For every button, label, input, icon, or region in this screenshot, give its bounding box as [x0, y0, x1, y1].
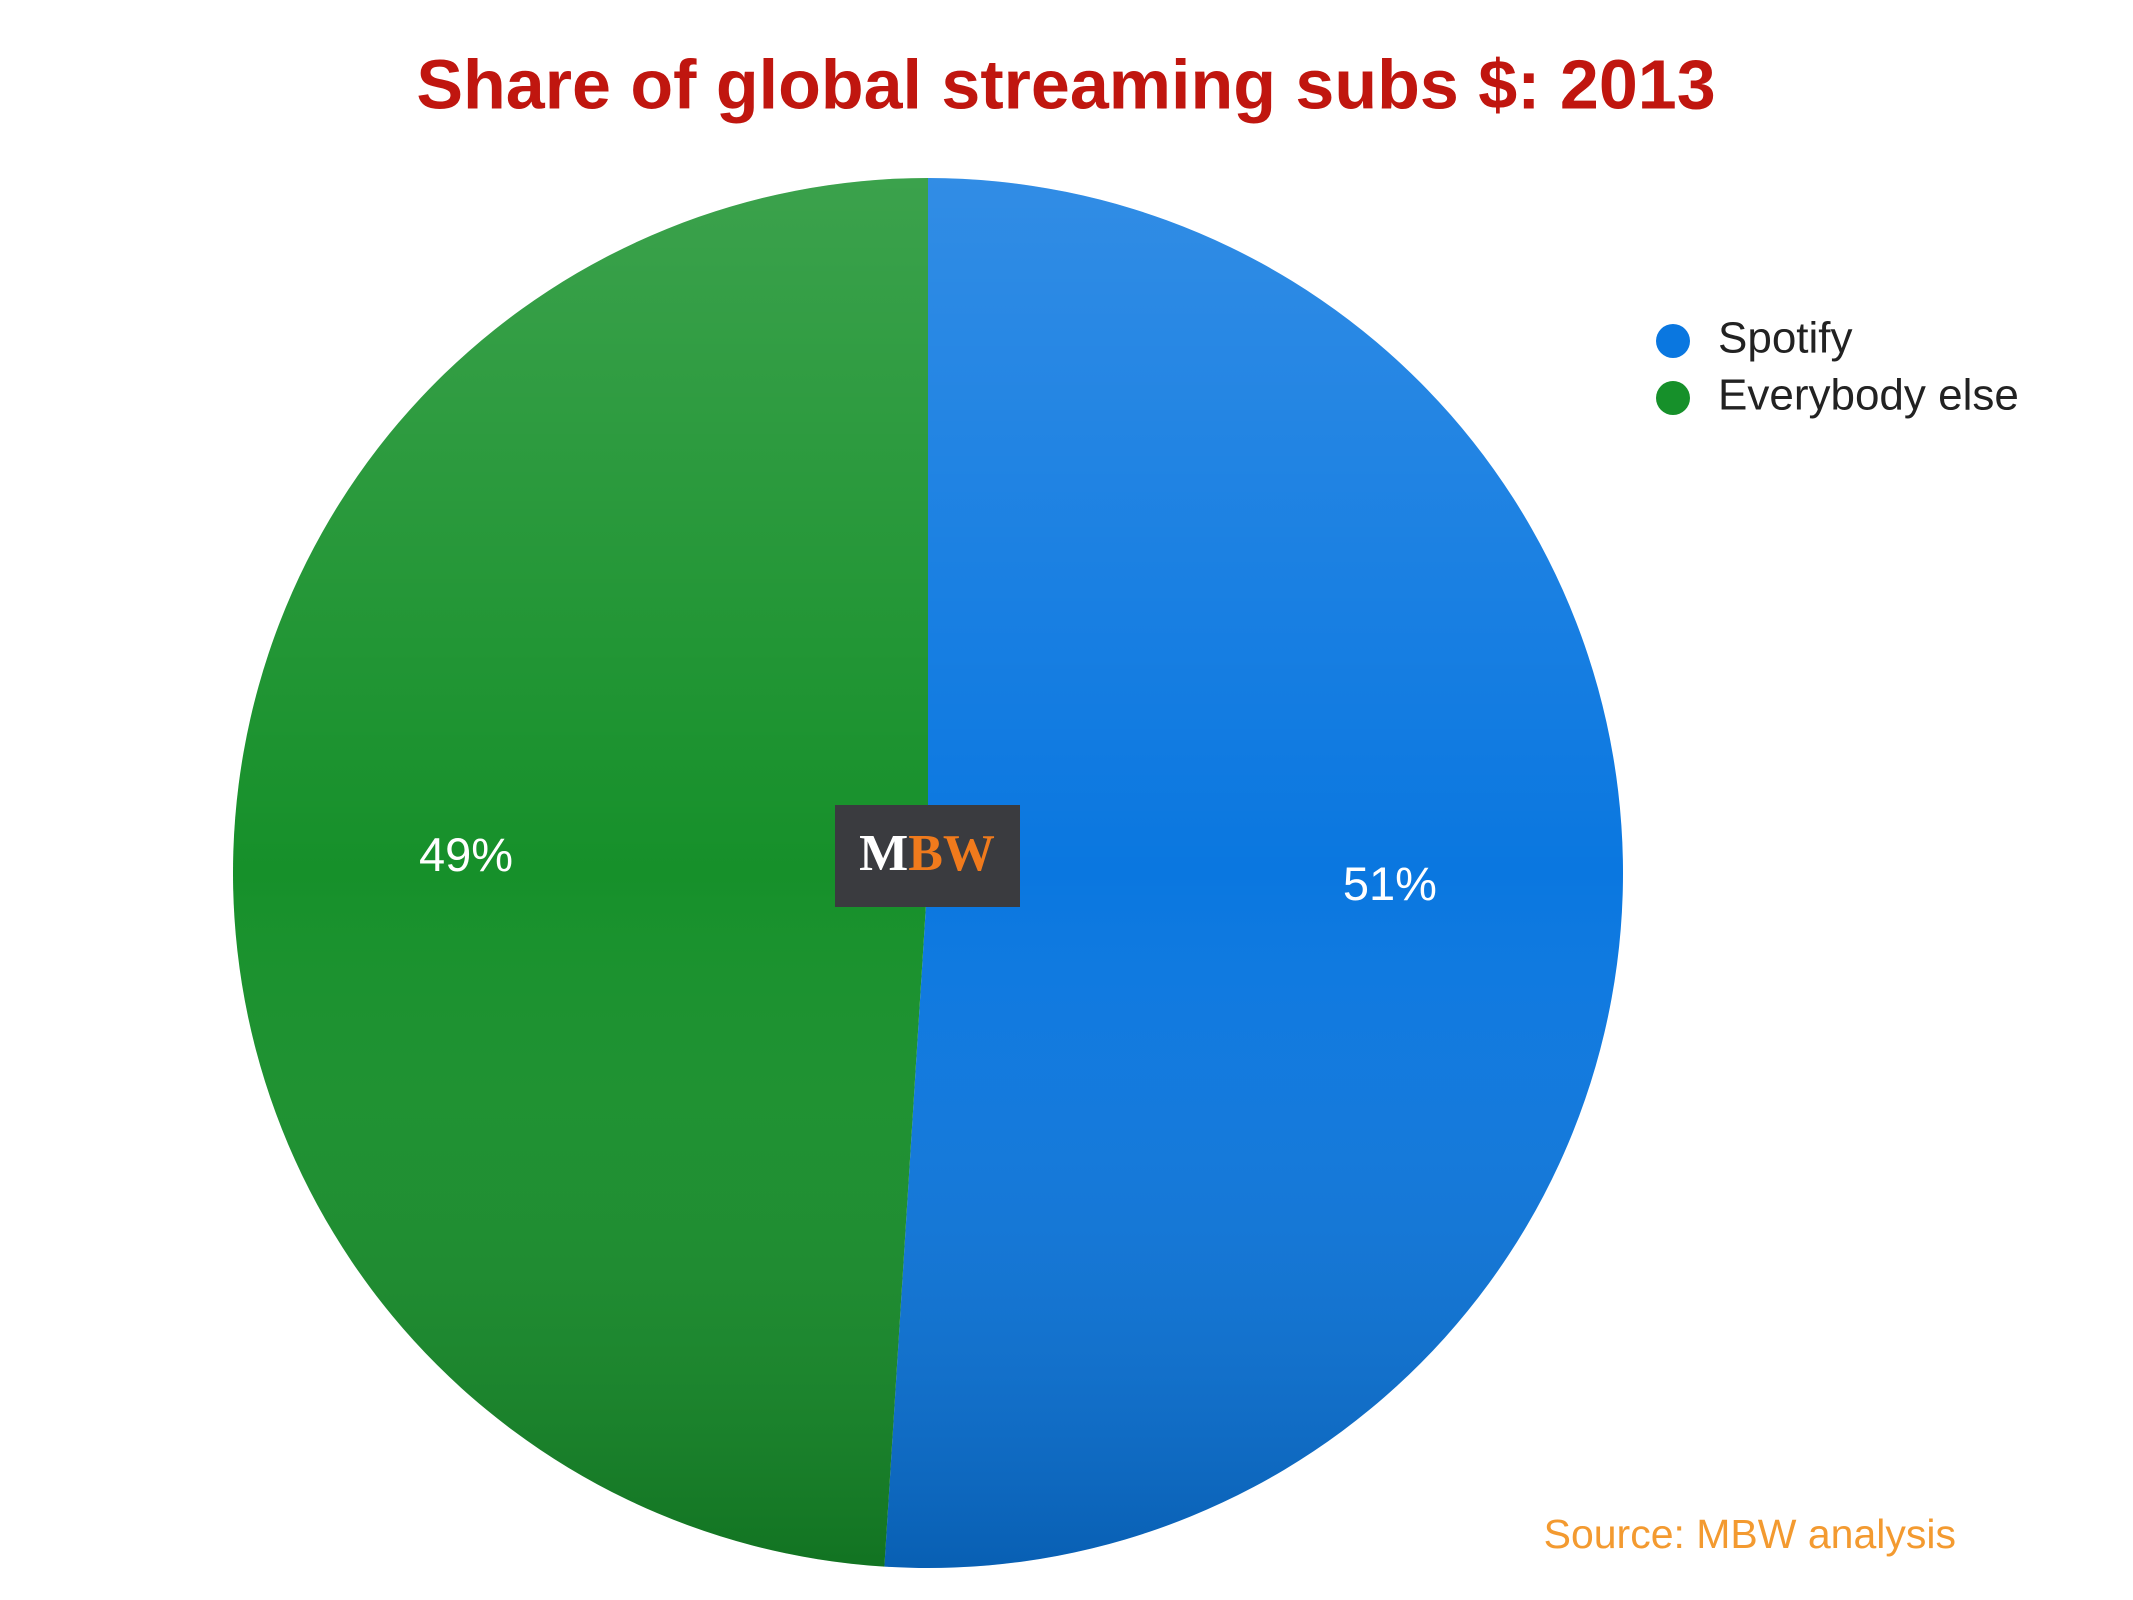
legend-marker: [1656, 381, 1690, 415]
legend-label: Everybody else: [1718, 371, 2019, 420]
slice-shade: [884, 178, 1624, 1568]
legend-marker: [1656, 324, 1690, 358]
logo-text: MBW: [859, 825, 995, 882]
logo-part: BW: [908, 825, 995, 882]
logo: MBW: [835, 805, 1020, 907]
data-label: 51%: [1343, 857, 1437, 910]
legend-label: Spotify: [1718, 314, 1853, 363]
chart-title: Share of global streaming subs $: 2013: [416, 45, 1715, 123]
logo-part: M: [859, 825, 908, 882]
slice-shade: [233, 178, 929, 1567]
pie: 51% 49%: [233, 178, 1624, 1568]
data-label: 49%: [419, 828, 513, 881]
source-note: Source: MBW analysis: [1544, 1511, 1956, 1557]
logo-box: [835, 805, 1020, 907]
legend: Spotify Everybody else: [1656, 314, 2019, 420]
